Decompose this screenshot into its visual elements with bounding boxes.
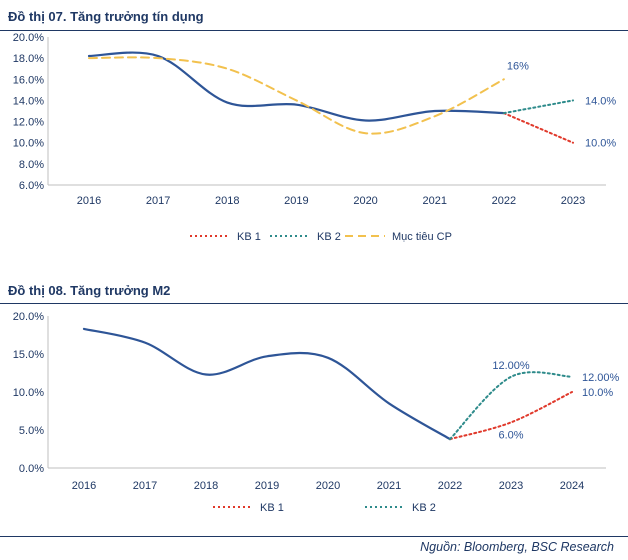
series-line-kb-1 (502, 112, 574, 144)
chart-07-title-rule (0, 30, 628, 31)
y-tick-label: 20.0% (13, 32, 44, 44)
x-tick-label: 2018 (215, 195, 239, 207)
y-tick-label: 10.0% (13, 138, 44, 150)
x-tick-label: 2023 (499, 480, 523, 492)
source-note: Nguồn: Bloomberg, BSC Research (420, 540, 614, 554)
series-line-actual (87, 51, 505, 122)
chart-08-title: Đồ thị 08. Tăng trưởng M2 (8, 283, 171, 298)
series-line-kb-2 (502, 99, 574, 115)
x-tick-label: 2024 (560, 480, 584, 492)
y-tick-label: 10.0% (13, 387, 44, 399)
data-label: 16% (507, 60, 529, 72)
x-tick-label: 2022 (492, 195, 516, 207)
data-label: 6.0% (498, 429, 523, 441)
credit-growth-chart: 6.0% 8.0% 10.0% 12.0% 14.0% 16.0% 18.0% 20.0% 20… (13, 32, 617, 243)
m2-growth-chart: 0.0% 5.0% 10.0% 15.0% 20.0% 2016 2017 2018 2019 2… (13, 311, 620, 514)
x-tick-label: 2023 (561, 195, 585, 207)
y-tick-label: 20.0% (13, 311, 44, 323)
x-tick-label: 2018 (194, 480, 218, 492)
legend-label: KB 2 (317, 231, 341, 243)
y-tick-label: 15.0% (13, 349, 44, 361)
y-tick-label: 0.0% (19, 463, 44, 475)
series-line-kb-2 (449, 371, 573, 441)
data-label: 10.0% (582, 387, 613, 399)
y-tick-label: 5.0% (19, 425, 44, 437)
x-tick-label: 2017 (133, 480, 157, 492)
data-label: 12.00% (492, 360, 530, 372)
data-label: 12.00% (582, 372, 620, 384)
x-tick-label: 2021 (377, 480, 401, 492)
data-label: 14.0% (585, 95, 616, 107)
series-line-kb-1 (449, 391, 573, 441)
x-tick-label: 2019 (284, 195, 308, 207)
x-tick-label: 2016 (77, 195, 101, 207)
x-tick-label: 2017 (146, 195, 170, 207)
y-tick-label: 16.0% (13, 74, 44, 86)
y-tick-label: 6.0% (19, 180, 44, 192)
x-tick-label: 2019 (255, 480, 279, 492)
data-label: 10.0% (585, 138, 616, 150)
x-tick-label: 2022 (438, 480, 462, 492)
legend-label: KB 2 (412, 502, 436, 514)
y-tick-label: 12.0% (13, 117, 44, 129)
x-tick-label: 2020 (316, 480, 340, 492)
series-line-actual (82, 327, 452, 441)
y-tick-label: 8.0% (19, 159, 44, 171)
series-line-m-c-ti-u-cp (88, 56, 505, 135)
y-tick-label: 14.0% (13, 95, 44, 107)
x-tick-label: 2016 (72, 480, 96, 492)
x-tick-label: 2021 (422, 195, 446, 207)
legend-label: KB 1 (260, 502, 284, 514)
legend-label: Mục tiêu CP (392, 231, 452, 243)
chart-08-title-rule (0, 303, 628, 304)
chart-07-title: Đồ thị 07. Tăng trưởng tín dụng (8, 9, 204, 24)
legend-label: KB 1 (237, 231, 261, 243)
x-tick-label: 2020 (353, 195, 377, 207)
footer-rule (0, 536, 628, 537)
y-tick-label: 18.0% (13, 53, 44, 65)
